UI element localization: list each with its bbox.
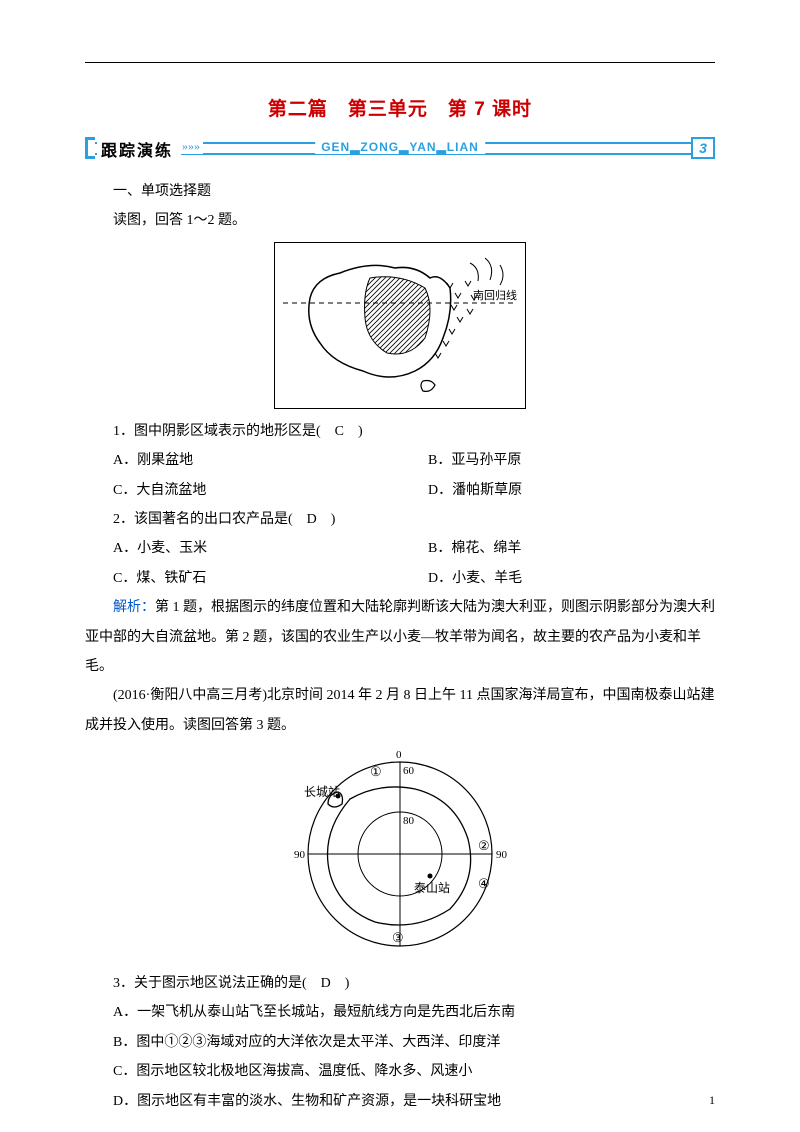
q1-opt-c: C．大自流盆地: [85, 476, 400, 505]
q2-opt-c: C．煤、铁矿石: [85, 564, 400, 593]
antarctica-svg: 长城站 泰山站 ① ② ③ ④ 60 80 0 90 90: [290, 746, 510, 956]
lat80: 80: [403, 815, 415, 827]
band-pinyin: GEN▂ZONG▂YAN▂LIAN: [315, 140, 485, 154]
q3-stem: 3．关于图示地区说法正确的是( D ): [85, 969, 715, 998]
analysis-label: 解析：: [113, 600, 155, 615]
ocean-3: ③: [392, 930, 404, 945]
page-title: 第二篇 第三单元 第 7 课时: [85, 94, 715, 121]
ocean-2: ②: [478, 838, 490, 853]
page-number: 1: [709, 1093, 715, 1108]
lon90e: 90: [496, 849, 508, 861]
q3-opt-a: A．一架飞机从泰山站飞至长城站，最短航线方向是先西北后东南: [85, 998, 715, 1027]
q1-options-row: C．大自流盆地 D．潘帕斯草原: [85, 476, 715, 505]
q2-stem: 2．该国著名的出口农产品是( D ): [85, 505, 715, 534]
section-heading: 一、单项选择题: [85, 177, 715, 206]
q2-options-row: A．小麦、玉米 B．棉花、绵羊: [85, 534, 715, 563]
figure-antarctica: 长城站 泰山站 ① ② ③ ④ 60 80 0 90 90: [85, 746, 715, 961]
q2-opt-a: A．小麦、玉米: [85, 534, 400, 563]
tracking-practice-band: 跟踪演练 »»» GEN▂ZONG▂YAN▂LIAN 3: [85, 135, 715, 161]
figure-australia: 南回归线: [85, 242, 715, 409]
analysis-body: 第 1 题，根据图示的纬度位置和大陆轮廓判断该大陆为澳大利亚，则图示阴影部分为澳…: [85, 600, 715, 674]
ocean-1: ①: [370, 764, 382, 779]
lon90w: 90: [294, 849, 306, 861]
changcheng-label: 长城站: [304, 785, 340, 799]
figure-box: 南回归线: [274, 242, 526, 409]
q2-opt-b: B．棉花、绵羊: [400, 534, 715, 563]
q3-opt-d: D．图示地区有丰富的淡水、生物和矿产资源，是一块科研宝地: [85, 1087, 715, 1116]
band-label: 跟踪演练: [97, 137, 181, 161]
q3-opt-b: B．图中①②③海域对应的大洋依次是太平洋、大西洋、印度洋: [85, 1028, 715, 1057]
q1-opt-a: A．刚果盆地: [85, 446, 400, 475]
tropic-label: 南回归线: [473, 288, 517, 302]
top-rule: [85, 62, 715, 63]
taishan-label: 泰山站: [414, 881, 450, 895]
intro2-text: (2016·衡阳八中高三月考)北京时间 2014 年 2 月 8 日上午 11 …: [85, 681, 715, 740]
q1-opt-d: D．潘帕斯草原: [400, 476, 715, 505]
band-arrows-icon: »»»: [179, 139, 203, 154]
band-bracket-icon: [85, 137, 95, 159]
q1-opt-b: B．亚马孙平原: [400, 446, 715, 475]
band-badge: 3: [691, 137, 715, 159]
q1-stem: 1．图中阴影区域表示的地形区是( C ): [85, 417, 715, 446]
lon0: 0: [396, 749, 402, 761]
intro-text: 读图，回答 1～2 题。: [85, 206, 715, 235]
lat60: 60: [403, 765, 415, 777]
q1-options-row: A．刚果盆地 B．亚马孙平原: [85, 446, 715, 475]
q2-opt-d: D．小麦、羊毛: [400, 564, 715, 593]
ocean-4: ④: [478, 876, 490, 891]
q2-options-row: C．煤、铁矿石 D．小麦、羊毛: [85, 564, 715, 593]
analysis-paragraph: 解析：第 1 题，根据图示的纬度位置和大陆轮廓判断该大陆为澳大利亚，则图示阴影部…: [85, 593, 715, 681]
q3-opt-c: C．图示地区较北极地区海拔高、温度低、降水多、风速小: [85, 1057, 715, 1086]
